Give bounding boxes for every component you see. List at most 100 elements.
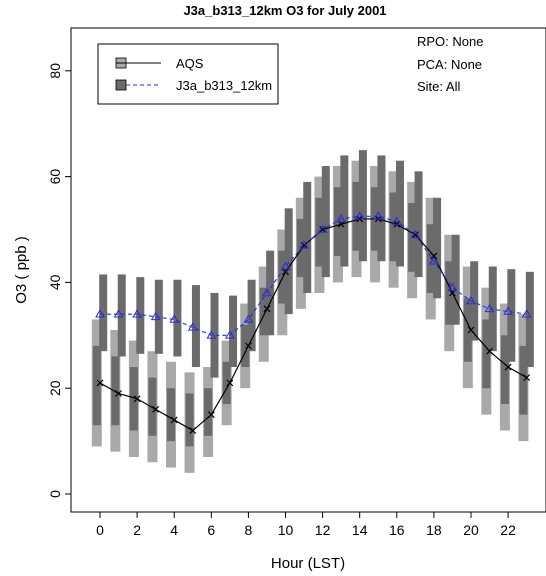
model-outer-box [414,171,423,278]
aqs-marker [467,326,475,334]
aqs-marker [133,395,141,403]
legend-label-model: J3a_b313_12km [176,78,272,93]
model-outer-box [99,274,108,352]
aqs-inner-box [445,261,454,325]
chart-title: J3a_b313_12km O3 for July 2001 [183,3,386,18]
model-outer-box [396,160,404,267]
model-marker [354,211,365,220]
annotation-site: Site: All [417,79,460,94]
model-marker [187,322,198,331]
model-outer-box [470,261,479,341]
aqs-marker [226,379,234,387]
aqs-marker [504,363,512,371]
aqs-marker [523,374,531,382]
x-tick-label: 22 [500,522,516,538]
model-outer-box [284,208,293,315]
series-lines-layer [99,215,527,432]
model-marker [317,224,328,233]
aqs-marker [96,379,104,387]
model-outer-box [377,155,386,262]
x-tick-label: 0 [96,522,104,538]
legend-label-aqs: AQS [176,56,204,71]
model-marker [447,282,458,291]
model-marker [336,213,347,223]
aqs-inner-box [463,298,472,362]
y-tick-label: 20 [47,380,63,396]
aqs-marker [263,305,271,313]
y-axis-label: O3 ( ppb ) [13,236,30,304]
aqs-marker [300,241,308,249]
series-markers-layer [95,211,532,434]
model-marker [262,287,272,297]
x-tick-label: 6 [207,522,215,538]
y-tick-label: 0 [47,490,63,498]
aqs-marker [170,416,178,424]
info-annotations: RPO: None PCA: None Site: All [417,34,483,94]
annotation-rpo: RPO: None [417,34,483,49]
model-marker [373,211,384,220]
y-axis: 0 20 40 60 80 [47,63,71,498]
model-marker [391,216,402,225]
y-tick-label: 40 [47,274,63,290]
model-outer-box [451,234,460,325]
aqs-marker [430,252,438,260]
model-marker [224,330,235,339]
aqs-inner-box [241,324,250,368]
x-tick-label: 20 [463,522,479,538]
x-axis-label: Hour (LST) [271,555,345,572]
x-tick-label: 12 [315,522,331,538]
model-outer-box [358,150,367,262]
model-outer-box [210,292,219,378]
model-outer-box [173,279,182,357]
model-outer-box [525,271,534,368]
model-outer-box [266,250,275,336]
aqs-marker [207,411,215,419]
x-tick-label: 10 [278,522,294,538]
x-tick-label: 14 [352,522,368,538]
model-marker [150,311,161,321]
y-tick-label: 80 [47,63,63,79]
model-marker [521,309,532,318]
x-tick-label: 16 [389,522,405,538]
aqs-marker [411,231,419,239]
legend: AQS J3a_b313_12km [97,43,279,105]
model-marker [484,303,495,313]
model-marker [503,306,513,315]
aqs-marker [152,405,160,413]
aqs-inner-box [185,393,194,447]
aqs-inner-box [129,367,138,431]
model-outer-box [191,285,200,368]
model-marker [243,314,254,323]
aqs-marker [115,390,122,397]
model-marker [429,256,439,265]
aqs-marker [319,226,327,233]
model-outer-box [507,269,516,362]
x-tick-label: 8 [245,522,253,538]
aqs-inner-box [167,388,175,442]
model-outer-box [340,155,349,267]
legend-box [97,43,279,105]
model-marker [95,309,105,318]
x-tick-label: 18 [426,522,442,538]
x-tick-label: 2 [133,522,141,538]
model-outer-box [321,166,330,278]
model-outer-box [229,295,238,368]
model-marker [299,240,309,249]
annotation-pca: PCA: None [417,57,482,72]
legend-swatch-model [115,79,127,91]
aqs-marker [189,427,197,434]
model-marker [466,295,476,305]
model-marker [113,309,124,318]
model-marker [206,330,217,339]
plot-frame [70,27,546,513]
aqs-marker [486,347,493,355]
x-axis: 0 2 4 6 8 10 12 14 16 18 20 22 [96,512,516,538]
model-line [100,215,527,336]
x-tick-label: 4 [170,522,178,538]
aqs-inner-box [222,361,231,405]
aqs-line [99,218,527,432]
model-marker [169,314,180,323]
model-marker [280,261,291,270]
model-marker [410,229,421,239]
